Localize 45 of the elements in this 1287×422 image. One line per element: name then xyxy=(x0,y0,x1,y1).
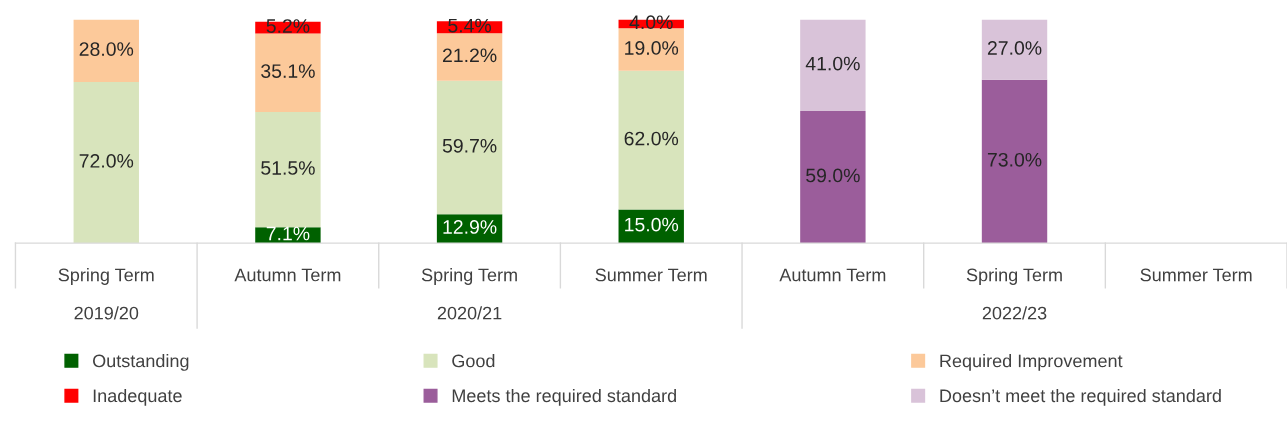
text: 2019/20 xyxy=(74,306,139,320)
text: 2020/21 xyxy=(437,306,502,320)
data-label: 21.2% xyxy=(442,48,497,63)
x-tick-label: Spring Term xyxy=(58,268,154,285)
data-label: 12.9% xyxy=(443,220,497,234)
bar xyxy=(73,19,139,83)
bar xyxy=(255,33,321,113)
data-label: 7.1% xyxy=(266,226,310,241)
legend-label: Outstanding xyxy=(93,354,189,371)
x-tick-label: Spring Term xyxy=(421,268,517,285)
data-label: 35.1% xyxy=(261,64,315,78)
bar xyxy=(800,111,866,244)
data-label: 73.0% xyxy=(987,152,1042,167)
bar xyxy=(618,70,684,210)
bar xyxy=(618,28,684,71)
legend-label: Doesn’t meet the required standard xyxy=(940,388,1221,406)
bar xyxy=(800,19,866,112)
x-tick-label: Summer Term xyxy=(595,268,707,282)
legend-label: Inadequate xyxy=(93,388,182,406)
bar xyxy=(73,82,139,244)
data-label: 28.0% xyxy=(79,42,134,56)
data-label: 15.0% xyxy=(625,217,679,232)
data-label: 19.0% xyxy=(625,41,679,55)
legend-label: Meets the required standard xyxy=(452,388,676,406)
data-label: 5.2% xyxy=(266,19,310,33)
bar xyxy=(255,112,321,228)
data-label: 27.0% xyxy=(987,41,1042,55)
data-label: 59.7% xyxy=(442,138,497,153)
legend-label: Good xyxy=(452,354,495,368)
bar xyxy=(981,19,1048,80)
data-label: 59.0% xyxy=(806,168,860,183)
x-tick-label: Autumn Term xyxy=(234,268,341,282)
data-label: 5.4% xyxy=(448,18,492,33)
bar xyxy=(436,33,503,81)
data-label: 72.0% xyxy=(79,154,134,168)
data-label: 41.0% xyxy=(805,56,860,71)
data-label: 51.5% xyxy=(261,161,315,175)
data-label: 62.0% xyxy=(624,131,679,146)
bar xyxy=(436,80,503,215)
legend-label: Required Improvement xyxy=(940,354,1123,371)
text: 2022/23 xyxy=(982,306,1047,320)
x-tick-label: Spring Term xyxy=(966,268,1062,285)
bar xyxy=(981,79,1048,244)
x-tick-label: Autumn Term xyxy=(779,268,886,282)
x-tick-label: Summer Term xyxy=(1140,268,1252,282)
